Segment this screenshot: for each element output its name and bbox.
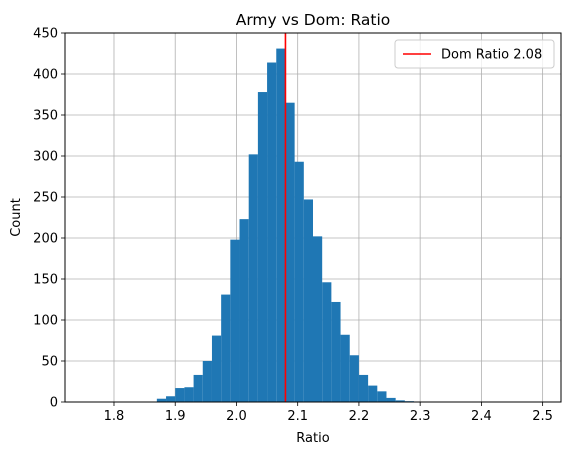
histogram-bar [239, 219, 249, 402]
histogram-bar [184, 387, 194, 402]
histogram-bar [358, 374, 369, 402]
y-tick-label: 50 [41, 355, 58, 370]
y-tick-label: 450 [33, 27, 58, 42]
legend: Dom Ratio 2.08 [394, 39, 555, 69]
histogram-bar [257, 92, 268, 402]
x-tick-label: 2.4 [471, 409, 492, 424]
x-axis-label: Ratio [296, 431, 329, 446]
y-tick-label: 250 [33, 191, 58, 206]
histogram-bar [193, 374, 203, 402]
plot-frame [64, 32, 562, 403]
histogram-bar [248, 154, 258, 402]
y-axis-label: Count [9, 198, 24, 237]
y-tick-label: 400 [33, 68, 58, 83]
histogram-bar [303, 199, 313, 402]
y-tick-label: 300 [33, 150, 58, 165]
x-axis-ticks: 1.8 1.9 2.0 2.1 2.2 2.3 2.4 2.5 [104, 402, 553, 424]
histogram-bar [156, 398, 167, 402]
histogram-bar [368, 385, 378, 402]
histogram-bar [285, 102, 295, 402]
y-tick-label: 200 [33, 232, 58, 247]
legend-box [394, 39, 555, 69]
y-tick-label: 150 [33, 273, 58, 288]
histogram-bar [331, 301, 341, 402]
x-tick-label: 1.9 [165, 409, 186, 424]
chart-title: Army vs Dom: Ratio [236, 11, 391, 29]
histogram-bar [386, 397, 396, 402]
histogram-bar [230, 239, 240, 402]
histogram-bar [267, 62, 277, 403]
histogram-bar [322, 282, 332, 402]
y-axis-ticks: 0 50 100 150 200 250 300 350 400 450 [33, 27, 65, 411]
y-tick-label: 100 [33, 314, 58, 329]
histogram-bar [202, 361, 212, 402]
y-tick-label: 350 [33, 109, 58, 124]
histogram-bar [211, 335, 222, 402]
histogram-bar [276, 48, 286, 402]
histogram-bar [340, 334, 350, 402]
x-tick-label: 2.1 [287, 409, 308, 424]
x-tick-label: 1.8 [104, 409, 125, 424]
legend-label-dom-ratio: Dom Ratio 2.08 [441, 48, 542, 63]
histogram-bar [313, 236, 323, 402]
histogram-bar [175, 388, 185, 402]
x-tick-label: 2.5 [532, 409, 553, 424]
histogram-bar [349, 355, 359, 402]
histogram-bar [166, 396, 176, 402]
y-tick-label: 0 [50, 396, 58, 411]
histogram-bar [395, 400, 405, 402]
x-tick-label: 2.0 [226, 409, 247, 424]
histogram-bars [156, 48, 415, 403]
x-tick-label: 2.2 [349, 409, 370, 424]
x-tick-label: 2.3 [410, 409, 431, 424]
histogram-bar [294, 161, 304, 402]
histogram-bar [377, 391, 387, 402]
histogram-bar [221, 294, 231, 402]
